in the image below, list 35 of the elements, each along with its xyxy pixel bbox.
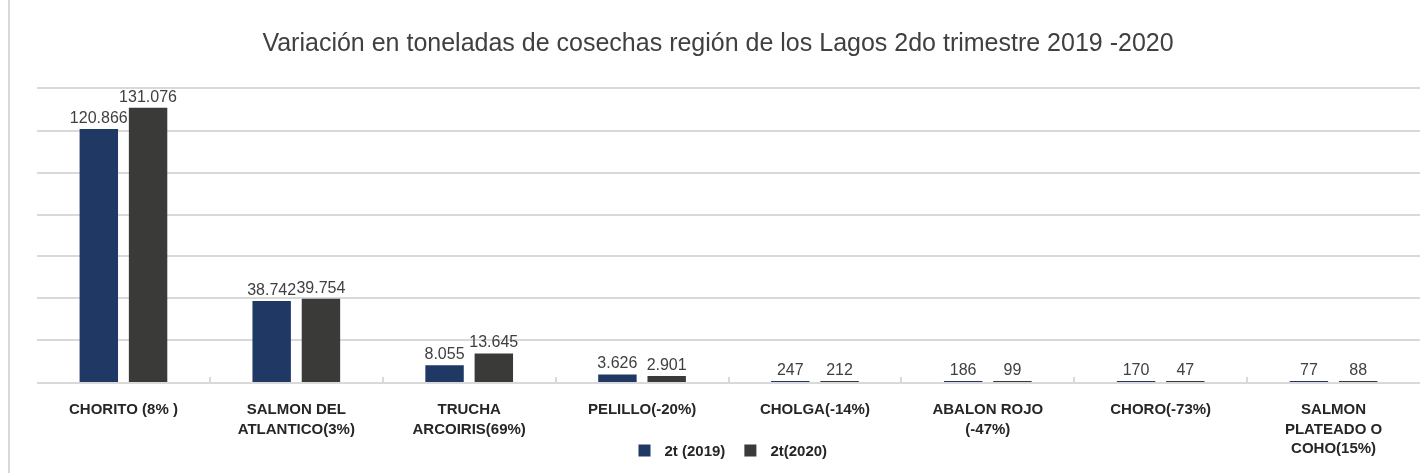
bar (425, 365, 464, 382)
legend-label: 2t (2019) (664, 442, 726, 460)
data-label: 131.076 (119, 87, 178, 105)
chart-title: Variación en toneladas de cosechas región de los Lagos 2do trimestre 2019 -2020 (262, 27, 1174, 56)
data-label: 77 (1299, 361, 1318, 378)
data-label: 186 (949, 361, 977, 378)
x-tick-label: CHOLGA(-14%) (759, 400, 870, 417)
data-label: 8.055 (424, 345, 465, 363)
data-label: 47 (1176, 361, 1195, 378)
data-label: 120.866 (69, 109, 128, 127)
x-tick-label: SALMON PLATEADO O COHO(15%) (1284, 400, 1383, 456)
x-tick-label: CHORITO (8% ) (68, 400, 178, 417)
legend-label: 2t(2020) (770, 442, 828, 460)
bar (79, 129, 119, 382)
x-tick-label: SALMON DEL ATLANTICO(3%) (237, 400, 355, 437)
bar (474, 353, 514, 382)
x-tick-label: ABALON ROJO (-47%) (932, 400, 1044, 437)
x-tick-label: TRUCHA ARCOIRIS(69%) (412, 400, 526, 437)
data-label: 88 (1349, 361, 1368, 378)
data-label: 2.901 (646, 355, 687, 373)
bar (252, 300, 291, 382)
bar (647, 375, 686, 382)
data-label: 212 (826, 361, 853, 378)
data-label: 39.754 (296, 278, 346, 296)
data-label: 247 (776, 361, 804, 378)
bar (128, 107, 168, 382)
data-label: 38.742 (247, 280, 297, 298)
data-label: 3.626 (597, 354, 638, 372)
data-label: 99 (1003, 361, 1022, 378)
bar (598, 374, 637, 382)
data-label: 13.645 (469, 333, 519, 351)
x-tick-label: PELILLO(-20%) (587, 400, 697, 417)
data-label: 170 (1122, 361, 1150, 378)
x-tick-label: CHORO(-73%) (1110, 400, 1212, 417)
bar (301, 298, 341, 382)
